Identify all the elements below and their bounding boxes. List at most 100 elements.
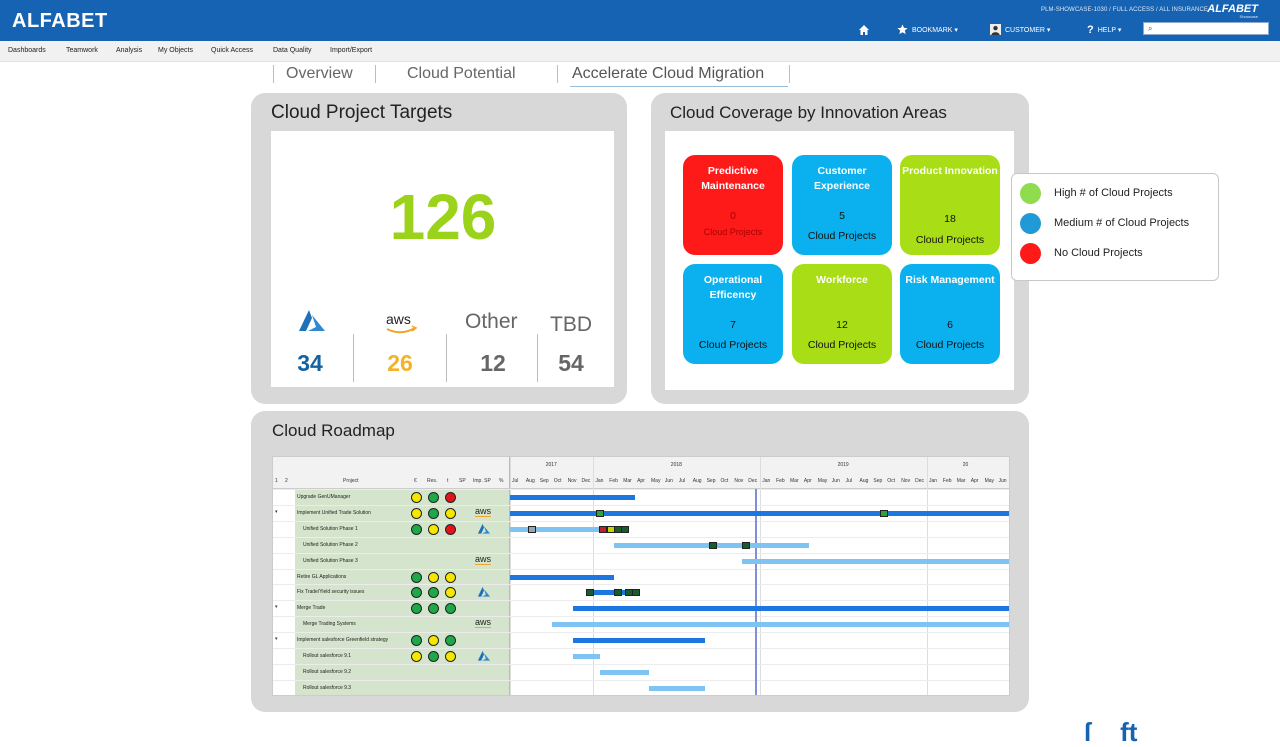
gantt-bar[interactable] xyxy=(742,559,1010,564)
tile-count: 6 xyxy=(900,319,1000,331)
month-label: Feb xyxy=(943,478,952,484)
home-icon[interactable] xyxy=(858,24,870,36)
milestone-marker[interactable] xyxy=(632,589,640,596)
menu-quick-access[interactable]: Quick Access xyxy=(211,47,253,54)
tile-operational-efficency[interactable]: Operational Efficency 7 Cloud Projects xyxy=(683,264,783,364)
expand-toggle[interactable]: ▾ xyxy=(275,604,278,610)
star-icon xyxy=(897,24,908,35)
status-dot xyxy=(411,524,422,535)
project-name[interactable]: Unified Solution Phase 1 xyxy=(303,526,358,532)
gantt-bar[interactable] xyxy=(742,543,809,548)
milestone-marker[interactable] xyxy=(599,526,607,533)
month-label: May xyxy=(651,478,660,484)
gantt-bar[interactable] xyxy=(510,495,635,500)
expand-toggle[interactable]: ▾ xyxy=(275,636,278,642)
gantt-bar[interactable] xyxy=(552,622,1010,627)
milestone-marker[interactable] xyxy=(596,510,604,517)
project-name[interactable]: Rollout salesforce 9.3 xyxy=(303,685,351,691)
project-name[interactable]: Implement Unified Trade Solution xyxy=(297,510,371,516)
status-dot xyxy=(445,651,456,662)
tile-count: 7 xyxy=(683,319,783,331)
milestone-marker[interactable] xyxy=(586,589,594,596)
col-header-project[interactable]: Project xyxy=(343,478,359,484)
menu-analysis[interactable]: Analysis xyxy=(116,47,142,54)
col-header-sp[interactable]: SP xyxy=(459,478,466,484)
tab-overview[interactable]: Overview xyxy=(286,65,353,83)
tab-separator xyxy=(375,65,376,83)
row-line xyxy=(273,489,1010,490)
gantt-bar[interactable] xyxy=(600,670,649,675)
month-label: Dec xyxy=(748,478,757,484)
gantt-bar[interactable] xyxy=(573,606,1010,611)
tab-cloud-potential[interactable]: Cloud Potential xyxy=(407,65,516,83)
col-header-cost[interactable]: € xyxy=(414,478,417,484)
project-name[interactable]: Merge Trade xyxy=(297,605,325,611)
menu-my-objects[interactable]: My Objects xyxy=(158,47,193,54)
month-label: Jan xyxy=(595,478,603,484)
month-label: Jan xyxy=(762,478,770,484)
col-header-imp-sp[interactable]: Imp. SP xyxy=(473,478,491,484)
expand-toggle[interactable]: ▾ xyxy=(275,509,278,515)
gantt-bar[interactable] xyxy=(649,686,705,691)
project-name[interactable]: Implement salesforce Greenfield strategy xyxy=(297,637,388,643)
project-name[interactable]: Retire GL Applications xyxy=(297,574,346,580)
other-count: 12 xyxy=(468,350,518,377)
menu-data-quality[interactable]: Data Quality xyxy=(273,47,312,54)
tile-customer-experience[interactable]: Customer Experience 5 Cloud Projects xyxy=(792,155,892,255)
project-name[interactable]: Upgrade GenUManager xyxy=(297,494,350,500)
project-name[interactable]: Unified Solution Phase 2 xyxy=(303,542,358,548)
milestone-marker[interactable] xyxy=(621,526,629,533)
row-line xyxy=(273,505,1010,506)
gantt-bar[interactable] xyxy=(614,543,750,548)
project-name[interactable]: Fix Trade/Yield security issues xyxy=(297,589,364,595)
tile-predictive-maintenance[interactable]: Predictive Maintenance 0 Cloud Projects xyxy=(683,155,783,255)
gantt-bar[interactable] xyxy=(510,575,614,580)
milestone-marker[interactable] xyxy=(880,510,888,517)
customer-menu[interactable]: CUSTOMER ▾ xyxy=(990,24,1050,35)
status-dot xyxy=(411,508,422,519)
col-header-2[interactable]: 2 xyxy=(285,478,288,484)
milestone-marker[interactable] xyxy=(709,542,717,549)
divider xyxy=(446,334,447,382)
project-name[interactable]: Rollout salesforce 9.2 xyxy=(303,669,351,675)
menu-import-export[interactable]: Import/Export xyxy=(330,47,372,54)
gantt-bar[interactable] xyxy=(573,654,601,659)
milestone-marker[interactable] xyxy=(528,526,536,533)
tab-accelerate-cloud-migration[interactable]: Accelerate Cloud Migration xyxy=(572,65,764,83)
row-line xyxy=(273,600,1010,601)
total-cloud-projects: 126 xyxy=(271,180,615,254)
project-name[interactable]: Unified Solution Phase 3 xyxy=(303,558,358,564)
menu-dashboards[interactable]: Dashboards xyxy=(8,47,46,54)
col-header-percent[interactable]: % xyxy=(499,478,503,484)
col-header-resources[interactable]: Res. xyxy=(427,478,437,484)
tile-count: 18 xyxy=(900,213,1000,225)
year-label: 20 xyxy=(963,462,969,468)
tile-count: 0 xyxy=(683,210,783,222)
month-label: Jun xyxy=(999,478,1007,484)
project-name[interactable]: Merge Trading Systems xyxy=(303,621,356,627)
col-header-1[interactable]: 1 xyxy=(275,478,278,484)
search-input[interactable]: ⌕ xyxy=(1143,22,1269,35)
milestone-marker[interactable] xyxy=(742,542,750,549)
gantt-bar[interactable] xyxy=(510,511,1010,516)
bookmark-menu[interactable]: BOOKMARK ▾ xyxy=(897,24,958,35)
gantt-bar[interactable] xyxy=(573,638,705,643)
row-line xyxy=(273,537,1010,538)
year-label: 2018 xyxy=(671,462,682,468)
tile-title: Risk Management xyxy=(900,273,1000,288)
tile-title: Workforce xyxy=(792,273,892,288)
coverage-legend: High # of Cloud Projects Medium # of Clo… xyxy=(1011,173,1219,281)
help-menu[interactable]: ? HELP ▾ xyxy=(1087,24,1121,36)
tile-workforce[interactable]: Workforce 12 Cloud Projects xyxy=(792,264,892,364)
month-label: May xyxy=(818,478,827,484)
milestone-marker[interactable] xyxy=(614,589,622,596)
tile-risk-management[interactable]: Risk Management 6 Cloud Projects xyxy=(900,264,1000,364)
app-logo[interactable]: ALFABET xyxy=(12,10,108,33)
menu-teamwork[interactable]: Teamwork xyxy=(66,47,98,54)
status-dot xyxy=(411,492,422,503)
project-name[interactable]: Rollout salesforce 9.1 xyxy=(303,653,351,659)
active-tab-underline xyxy=(570,86,788,87)
tile-product-innovation[interactable]: Product Innovation 18 Cloud Projects xyxy=(900,155,1000,255)
month-label: Aug xyxy=(693,478,702,484)
col-header-time[interactable]: t xyxy=(447,478,448,484)
